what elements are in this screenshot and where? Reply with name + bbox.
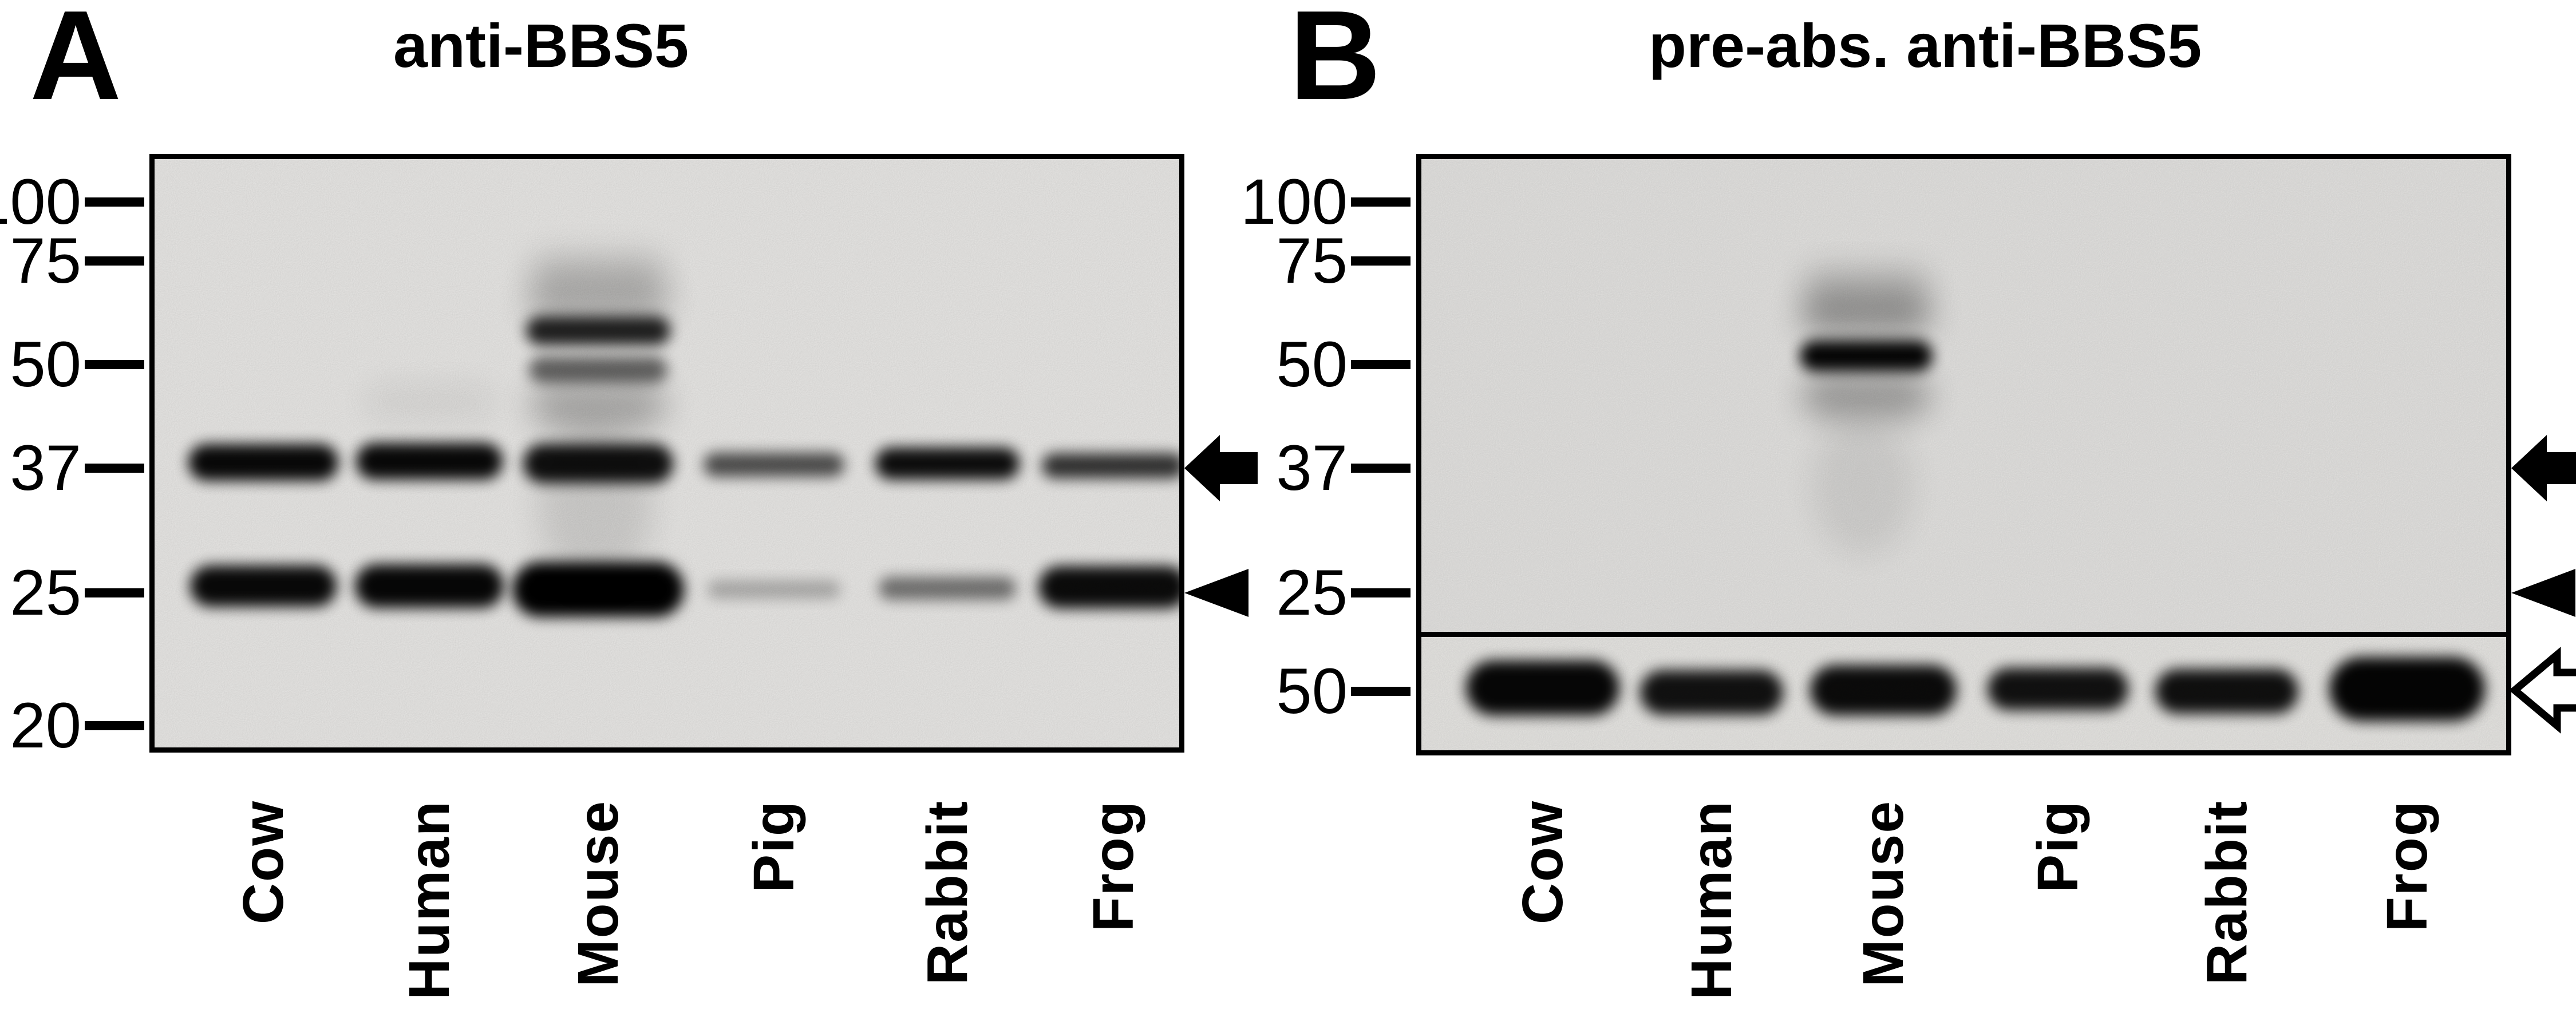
protein-band [1038, 566, 1179, 608]
lane-label-mouse: Mouse [1851, 800, 1915, 987]
lane-cell-b-1: Human [1654, 800, 1769, 1029]
solid-arrowhead-icon [2511, 569, 2575, 617]
protein-band [708, 580, 840, 599]
protein-band [1042, 453, 1179, 478]
lane-cell-b-2: Mouse [1826, 800, 1941, 1029]
membrane-grain [1421, 159, 2506, 632]
arrow-column-a [1184, 435, 1258, 617]
mw-tick-b-37-3 [1351, 464, 1411, 473]
mw-tick-a-20-5 [85, 721, 144, 730]
protein-band [526, 316, 670, 345]
arrow-column-b [2511, 435, 2576, 734]
protein-band [527, 274, 670, 324]
mw-label-a-50-2: 50 [10, 329, 81, 400]
mw-label-a-100-0: 100 [0, 166, 81, 238]
mw-label-a-75-1: 75 [10, 225, 81, 296]
lane-cell-b-4: Rabbit [2170, 800, 2284, 1029]
mw-tick-a-37-3 [85, 464, 144, 473]
mw-tick-b-50-5 [1351, 687, 1411, 696]
protein-band [1466, 660, 1619, 715]
protein-band [704, 453, 844, 477]
mw-label-b-37-3: 37 [1276, 432, 1348, 504]
panel-a-letter: A [30, 0, 121, 126]
protein-band [2155, 669, 2298, 714]
mw-tick-b-100-0 [1351, 197, 1411, 207]
panel-b-title: pre-abs. anti-BBS5 [1649, 11, 2202, 80]
protein-band [879, 577, 1016, 600]
lane-cell-b-0: Cow [1485, 800, 1600, 1029]
panel-a-title: anti-BBS5 [393, 11, 689, 80]
mw-tick-b-75-1 [1351, 256, 1411, 266]
lane-cell-b-3: Pig [2001, 800, 2115, 1029]
lane-label-rabbit: Rabbit [2195, 800, 2259, 986]
protein-band [1800, 341, 1933, 371]
protein-band [512, 562, 684, 617]
mw-tick-b-50-2 [1351, 360, 1411, 369]
solid-arrow-icon [1184, 435, 1258, 501]
protein-band [1988, 668, 2128, 710]
membrane-a-0 [149, 154, 1184, 753]
mw-label-b-100-0: 100 [1240, 166, 1348, 238]
protein-band [531, 383, 666, 428]
mw-label-b-50-2: 50 [1276, 329, 1348, 400]
mw-label-b-50-5: 50 [1276, 655, 1348, 727]
protein-band [356, 443, 503, 480]
protein-band [1800, 289, 1932, 335]
mw-label-b-75-1: 75 [1276, 225, 1348, 296]
mw-label-a-25-4: 25 [10, 557, 81, 628]
membrane-b-0 [1416, 154, 2511, 638]
protein-band [1640, 670, 1783, 715]
protein-band [875, 448, 1020, 480]
mw-label-a-20-5: 20 [10, 690, 81, 761]
protein-band [1810, 665, 1957, 715]
mw-label-a-37-3: 37 [10, 432, 81, 504]
membrane-b-1 [1416, 632, 2511, 755]
mw-tick-a-25-4 [85, 588, 144, 597]
lane-label-frog: Frog [2375, 800, 2439, 932]
mw-tick-a-75-1 [85, 256, 144, 266]
panel-b-letter: B [1289, 0, 1381, 126]
lane-label-cow: Cow [1511, 800, 1575, 925]
protein-band [538, 418, 653, 589]
protein-band [1811, 418, 1914, 555]
protein-band [1803, 375, 1930, 417]
mw-label-b-25-4: 25 [1276, 557, 1348, 628]
protein-band [529, 357, 667, 383]
solid-arrowhead-icon [1184, 569, 1249, 617]
open-arrow-icon [2511, 647, 2576, 734]
protein-band [364, 385, 495, 419]
lane-cell-b-5: Frog [2350, 800, 2464, 1029]
mw-tick-a-50-2 [85, 360, 144, 369]
mw-tick-a-100-0 [85, 197, 144, 207]
protein-band [190, 565, 337, 607]
solid-arrow-icon [2511, 435, 2576, 501]
protein-band [355, 564, 504, 608]
protein-band [2329, 657, 2485, 721]
mw-tick-b-25-4 [1351, 588, 1411, 597]
lane-label-human: Human [1680, 800, 1744, 1000]
protein-band [188, 444, 338, 481]
lane-label-pig: Pig [2026, 800, 2090, 893]
